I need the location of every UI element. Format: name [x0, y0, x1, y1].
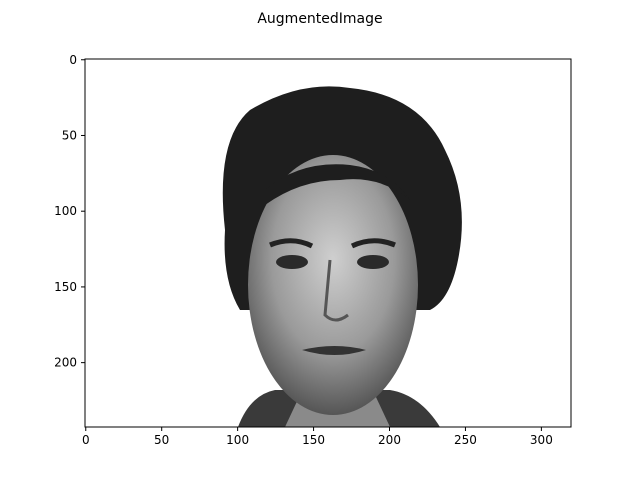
left-eye [276, 255, 308, 269]
image [222, 86, 462, 427]
x-tick-label: 250 [454, 433, 477, 447]
axes-frame [84, 58, 572, 428]
chart-title: AugmentedImage [257, 11, 382, 27]
y-tick-label: 150 [54, 280, 77, 294]
x-tick-label: 200 [378, 433, 401, 447]
y-tick-label: 100 [54, 204, 77, 218]
x-tick-label: 50 [154, 433, 169, 447]
x-tick-label: 150 [302, 433, 325, 447]
x-tick-label: 300 [530, 433, 553, 447]
mouth [302, 346, 366, 355]
x-tick-label: 100 [226, 433, 249, 447]
y-tick-label: 50 [62, 128, 77, 142]
y-tick-label: 200 [54, 356, 77, 370]
fringe [265, 164, 410, 205]
x-tick-label: 0 [82, 433, 90, 447]
face [248, 155, 418, 415]
right-brow [350, 238, 396, 249]
y-tick-label: 0 [69, 53, 77, 67]
left-brow [269, 238, 314, 249]
nose [323, 259, 349, 322]
right-eye [357, 255, 389, 269]
